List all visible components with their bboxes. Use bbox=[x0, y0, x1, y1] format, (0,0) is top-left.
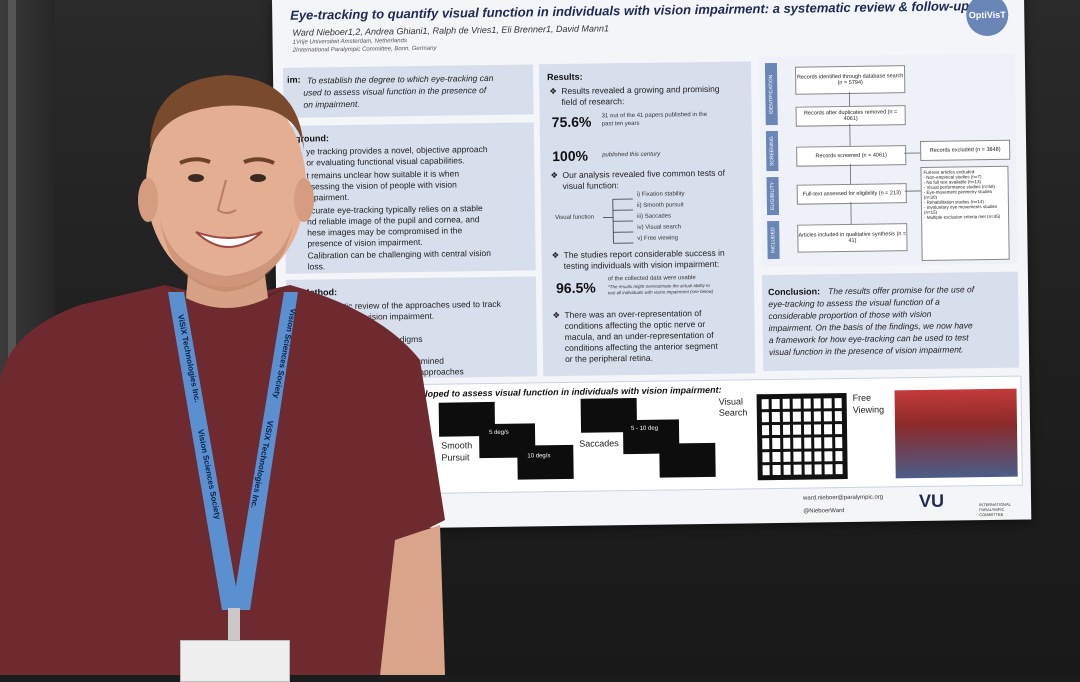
stimulus-screen bbox=[659, 442, 716, 478]
stimulus-screen bbox=[517, 444, 574, 480]
stat-96-5-value: 96.5% bbox=[555, 279, 596, 297]
smiling-man-photo: ViSiX Technologies Inc. Vision Sciences … bbox=[0, 75, 445, 675]
representation-line: conditions affecting the anterior segmen… bbox=[564, 340, 718, 353]
tests-bracket-icon bbox=[603, 198, 634, 244]
name-badge bbox=[180, 640, 290, 682]
results-panel: Results: ❖ Results revealed a growing an… bbox=[538, 61, 756, 377]
stimulus-label: 5 deg/s bbox=[489, 429, 509, 437]
representation-line: conditions affecting the optic nerve or bbox=[564, 318, 706, 331]
smile bbox=[195, 231, 263, 248]
representation-line: or the peripheral retina. bbox=[564, 352, 653, 364]
prisma-flow-panel: IDENTIFICATION SCREENING ELIGIBILITY INC… bbox=[758, 53, 1018, 268]
test-item: iv) Visual search bbox=[637, 224, 682, 231]
conclusion-line: eye-tracking to assess the visual functi… bbox=[768, 296, 940, 310]
arm bbox=[380, 525, 445, 675]
visual-function-label: Visual function bbox=[555, 214, 595, 222]
lanyard-right-strap bbox=[232, 292, 298, 610]
bullet-icon: ❖ bbox=[550, 170, 559, 181]
optivist-logo: OptiVisT bbox=[965, 0, 1009, 37]
representation-line: macula, and an under-representation of bbox=[564, 329, 714, 342]
visual-search-grid bbox=[756, 393, 848, 481]
test-item: ii) Smooth pursuit bbox=[636, 202, 684, 209]
stimulus-label: 10 deg/s bbox=[527, 453, 551, 460]
stat-75-6-value: 75.6% bbox=[551, 113, 592, 131]
conclusion-label: Conclusion: bbox=[768, 286, 821, 298]
representation-line: There was an over-representation of bbox=[564, 308, 702, 320]
maroon-t-shirt bbox=[0, 285, 445, 675]
short-hair bbox=[150, 75, 304, 150]
test-item: i) Fixation stability bbox=[636, 191, 685, 198]
conclusion-line: The results offer promise for the use of bbox=[828, 284, 975, 297]
conclusion-line: a framework for how eye-tracking can be … bbox=[768, 332, 969, 346]
conclusion-line: impairment. On the basis of the findings… bbox=[768, 320, 973, 334]
battery-label-viewing: Viewing bbox=[852, 404, 885, 415]
stimulus-label: 5 - 10 deg bbox=[630, 425, 659, 433]
battery-label-search: Search bbox=[718, 407, 748, 418]
bullet-icon: ❖ bbox=[552, 310, 561, 321]
stat-96-5-text-3: test all individuals with vision impairm… bbox=[608, 288, 714, 296]
lanyard-clip bbox=[228, 608, 240, 648]
tests-intro-line-1: Our analysis revealed five common tests … bbox=[562, 167, 726, 180]
vu-logo: VU bbox=[918, 490, 945, 512]
conclusion-line: visual function in the presence of visio… bbox=[768, 344, 964, 358]
stat-75-6-text-1: 31 out of the 41 papers published in the bbox=[601, 111, 708, 120]
lanyard-left-strap bbox=[168, 292, 240, 610]
conclusion-line: considerable proportion of those with vi… bbox=[768, 308, 932, 322]
results-heading: Results: bbox=[547, 71, 583, 83]
test-item: iii) Saccades bbox=[637, 213, 672, 220]
tests-intro-line-2: visual function: bbox=[562, 180, 619, 191]
flow-arrows bbox=[848, 91, 921, 224]
test-item: v) Free viewing bbox=[637, 235, 679, 242]
stat-75-6-text-2: past ten years bbox=[601, 120, 640, 128]
bullet-icon: ❖ bbox=[551, 250, 560, 261]
conclusion-panel: Conclusion: The results offer promise fo… bbox=[761, 271, 1020, 372]
results-intro-line-1: Results revealed a growing and promising bbox=[561, 83, 720, 96]
bullet-icon: ❖ bbox=[549, 86, 557, 97]
face bbox=[146, 83, 306, 287]
battery-label-visual: Visual bbox=[718, 396, 744, 407]
stat-100-value: 100% bbox=[552, 147, 589, 165]
research-poster: Eye-tracking to quantify visual function… bbox=[272, 0, 1032, 530]
metal-pole bbox=[8, 0, 16, 675]
wheelchair-race-photo bbox=[894, 388, 1018, 479]
battery-label-saccades: Saccades bbox=[579, 438, 619, 449]
success-intro-line-2: testing individuals with vision impairme… bbox=[563, 258, 720, 271]
stat-100-text: published this century bbox=[602, 151, 661, 159]
ipc-logo: INTERNATIONAL PARALYMPIC COMMITTEE bbox=[979, 501, 1011, 518]
results-intro-line-2: field of research: bbox=[561, 96, 625, 107]
footer-email: ward.nieboer@paralympic.org bbox=[802, 494, 884, 502]
stat-96-5-text-1: of the collected data were usable bbox=[607, 275, 696, 283]
footer-handle: @NieboerWard bbox=[803, 508, 845, 515]
battery-label-free: Free bbox=[852, 392, 872, 403]
